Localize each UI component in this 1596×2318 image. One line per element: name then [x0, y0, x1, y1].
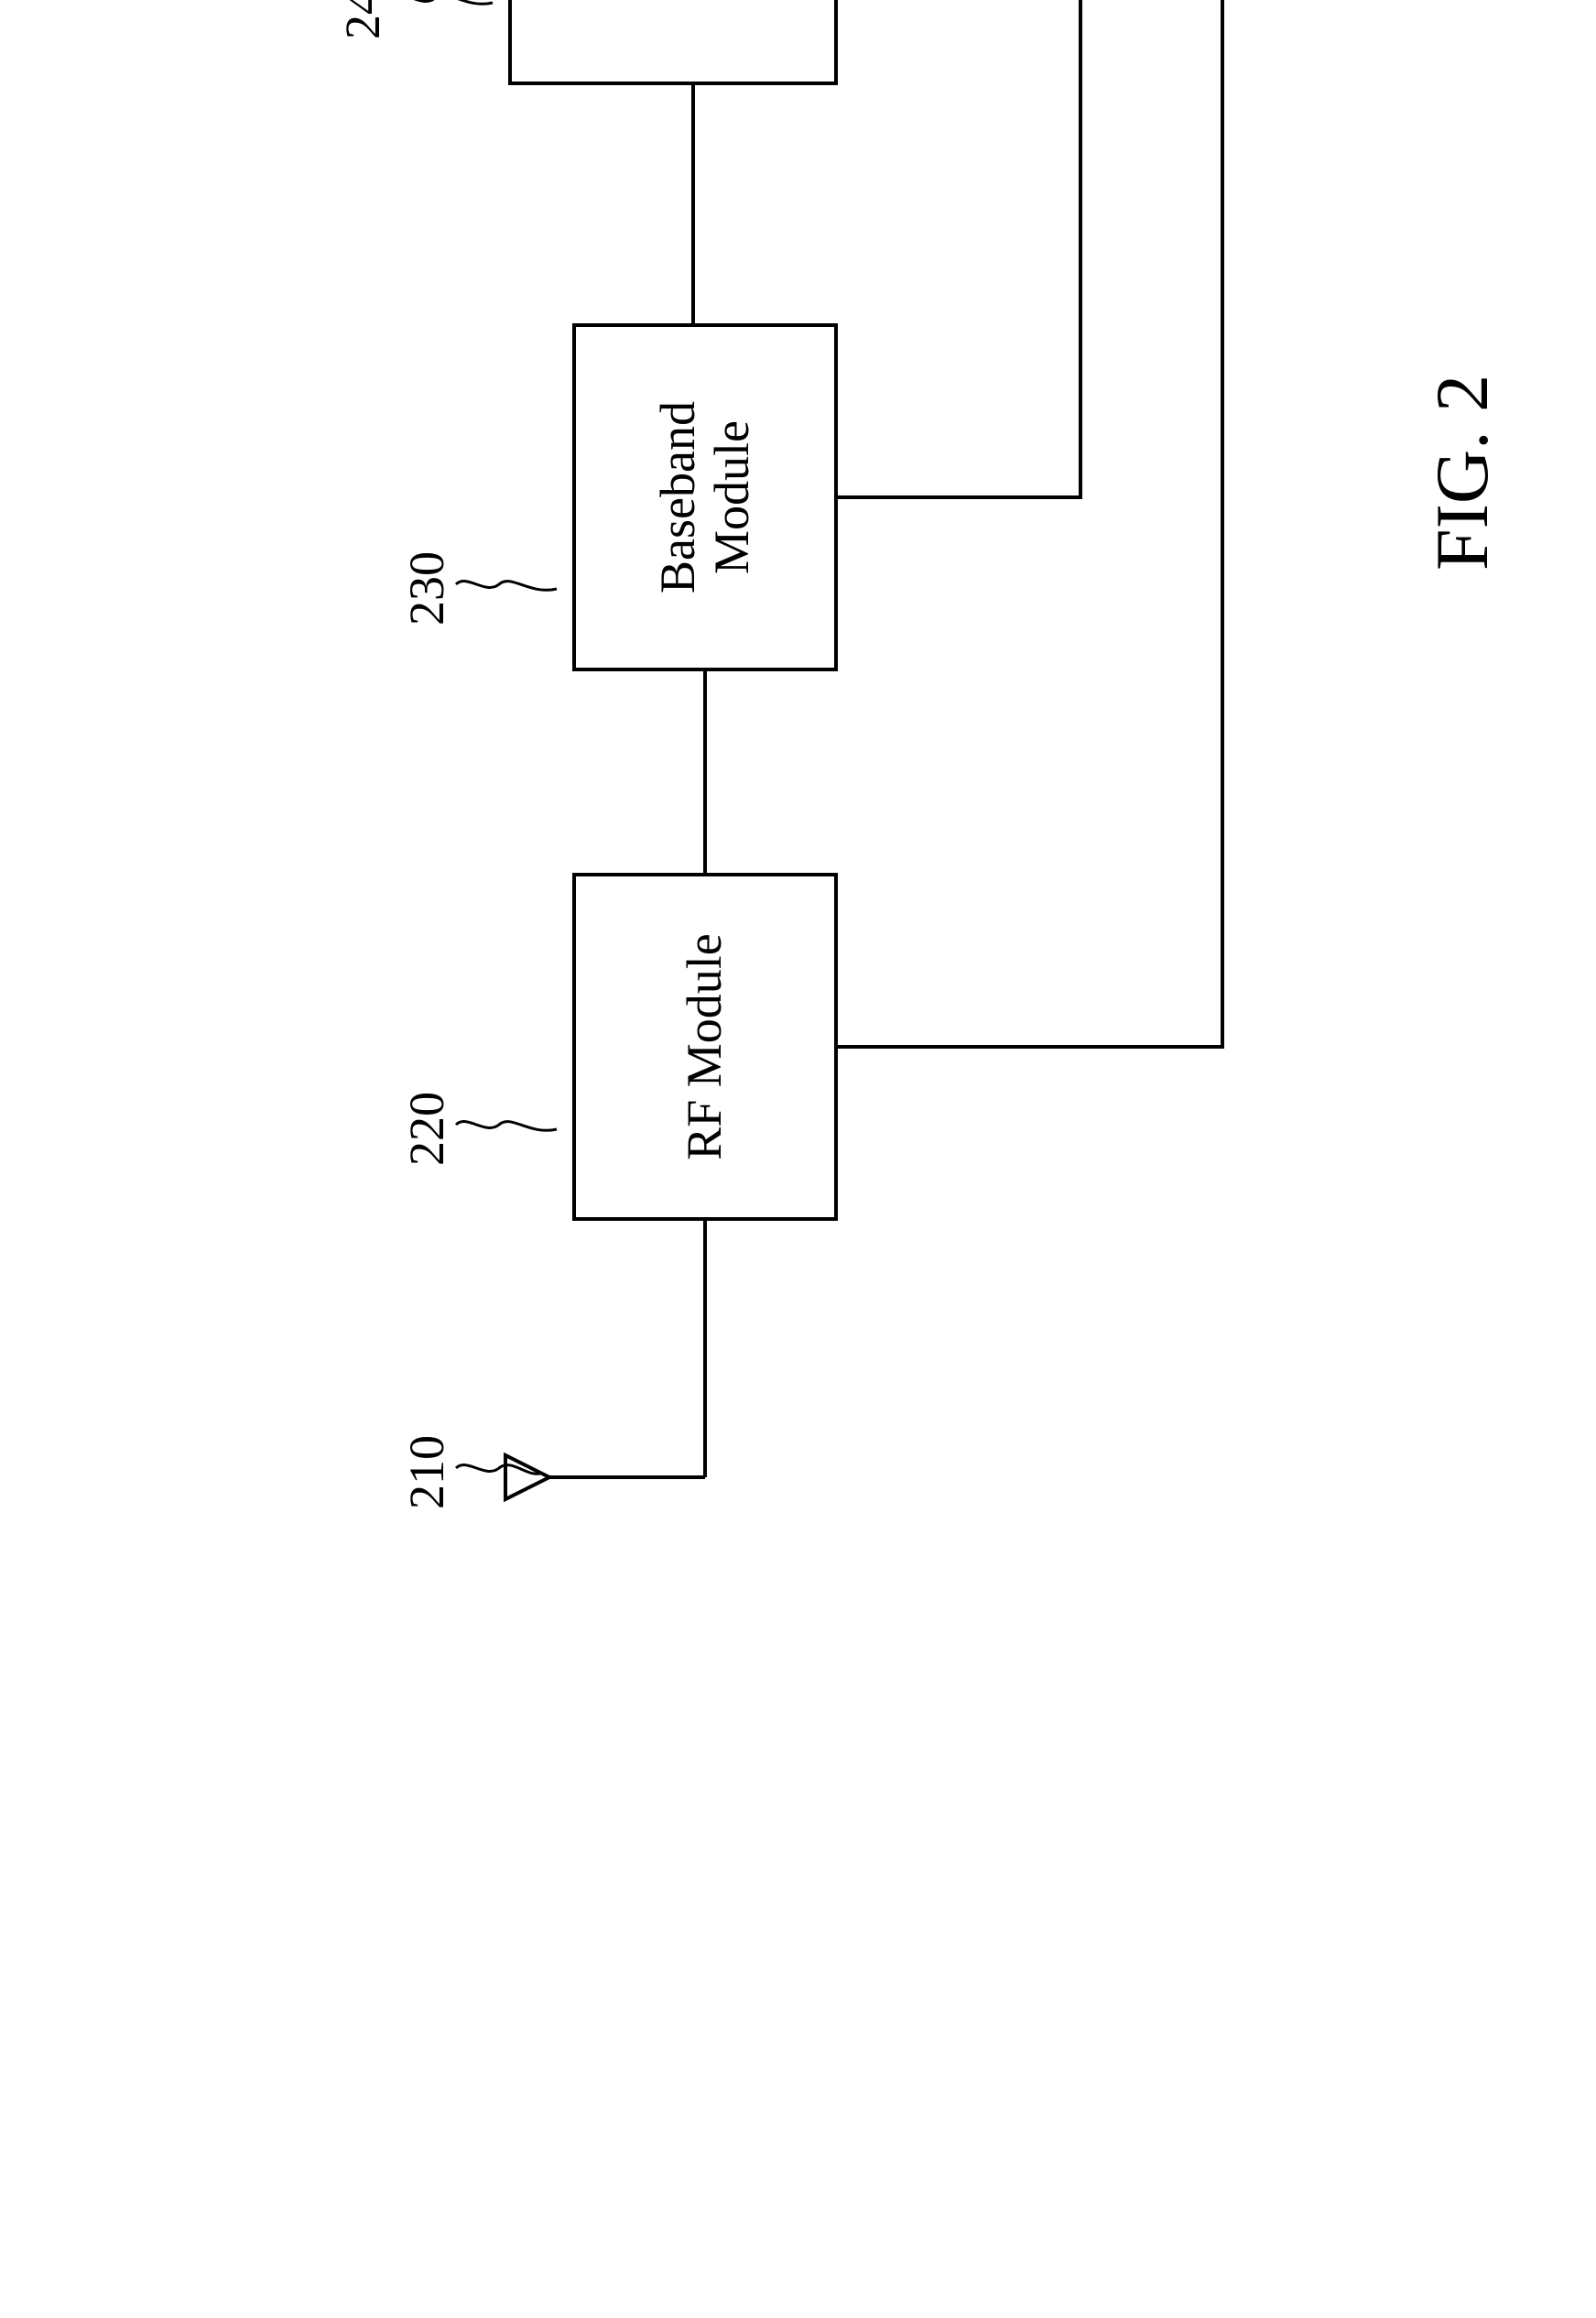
leader-antenna — [456, 1465, 542, 1475]
block-diagram: RF Module Baseband Module MAC Unit Batte… — [0, 0, 1596, 1596]
rf-module-ref: 220 — [398, 1092, 455, 1166]
baseband-module-ref: 230 — [398, 551, 455, 626]
edge-rf-battery — [838, 0, 1222, 1047]
baseband-module-box: Baseband Module — [572, 323, 838, 671]
antenna-icon — [505, 1221, 705, 1499]
connectors — [0, 0, 1596, 1596]
leader-rf — [456, 1122, 557, 1131]
rf-module-box: RF Module — [572, 873, 838, 1221]
leader-mac — [392, 0, 493, 4]
figure-caption: FIG. 2 — [1419, 375, 1505, 571]
leader-baseband — [456, 582, 557, 591]
rf-module-label: RF Module — [678, 933, 732, 1160]
baseband-module-label: Baseband Module — [651, 401, 760, 593]
mac-unit-box: MAC Unit — [508, 0, 838, 85]
mac-unit-ref: 240 — [334, 0, 391, 39]
edge-baseband-battery — [838, 0, 1080, 497]
antenna-ref: 210 — [398, 1435, 455, 1509]
